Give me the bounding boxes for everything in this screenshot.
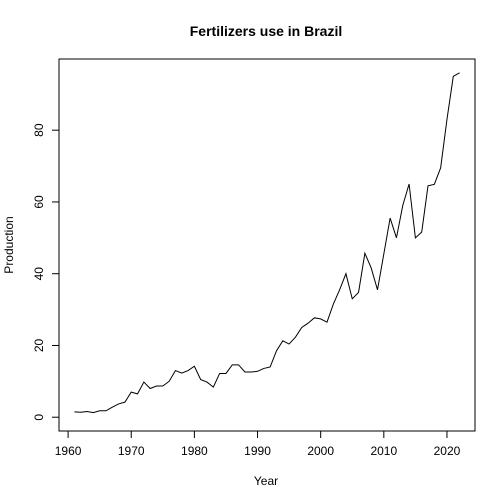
y-tick-label: 60 (32, 195, 46, 209)
x-tick-label: 2000 (307, 444, 334, 458)
x-tick-label: 1960 (55, 444, 82, 458)
y-tick-label: 0 (32, 414, 46, 421)
y-tick-label: 80 (32, 123, 46, 137)
x-tick-label: 2020 (434, 444, 461, 458)
x-axis: 1960 1970 1980 1990 2000 2010 2020 (55, 431, 461, 458)
series-line (74, 72, 460, 414)
y-axis-label: Production (2, 216, 16, 273)
x-tick-label: 1980 (181, 444, 208, 458)
y-axis: 0 20 40 60 80 (32, 123, 59, 421)
x-tick-label: 1970 (118, 444, 145, 458)
x-tick-label: 2010 (370, 444, 397, 458)
plot-frame (58, 58, 476, 432)
y-tick-label: 20 (32, 338, 46, 352)
chart-title: Fertilizers use in Brazil (190, 23, 343, 39)
y-tick-label: 40 (32, 267, 46, 281)
x-axis-label: Year (254, 474, 278, 488)
x-tick-label: 1990 (244, 444, 271, 458)
